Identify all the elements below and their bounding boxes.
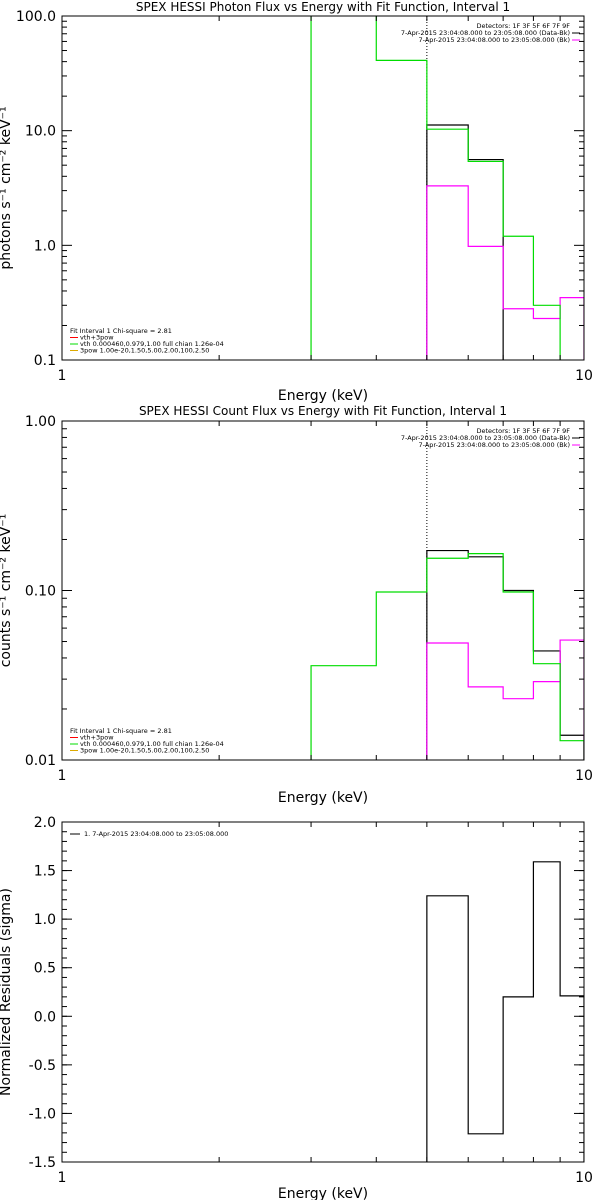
x-axis-label: Energy (keV)	[278, 388, 368, 404]
y-tick-label: 0.1	[34, 353, 56, 369]
y-axis-label: photons s⁻¹ cm⁻² keV⁻¹	[0, 106, 14, 269]
plot-frame	[61, 15, 585, 361]
x-tick-label: 10	[575, 368, 593, 384]
y-tick-label: 1.0	[34, 912, 56, 928]
legend-top-entry: 7-Apr-2015 23:04:08.000 to 23:05:08.000 …	[419, 441, 570, 449]
series-line-3	[310, 553, 584, 760]
y-tick-label: 0.01	[25, 753, 56, 769]
y-tick-label: 10.0	[25, 124, 56, 140]
chart-panel-3: 1 10 -1.5 -1.0 -0.5 0.0 0.5 1.0 1.5 2.0 Energy (ke…	[0, 815, 593, 1200]
legend-top-entry: Detectors: 1F 3F 5F 6F 7F 9F	[476, 22, 570, 30]
legend-bottom-entry: Fit Interval 1 Chi-square = 2.81	[70, 327, 172, 335]
y-tick-label: 0.5	[34, 961, 56, 977]
legend-top-left-entry: 1. 7-Apr-2015 23:04:08.000 to 23:05:08.0…	[84, 830, 228, 838]
y-axis-label: Normalized Residuals (sigma)	[0, 888, 14, 1096]
series-group	[310, 549, 584, 760]
y-tick-label: 1.5	[34, 864, 56, 880]
series-group	[310, 16, 584, 360]
y-tick-label: 1.00	[25, 414, 56, 430]
series-line-1	[426, 549, 584, 760]
legend-bottom-entry: vth+3pow	[80, 734, 114, 742]
legend-top-entry: 7-Apr-2015 23:04:08.000 to 23:05:08.000 …	[419, 36, 570, 44]
y-axis-label: counts s⁻¹ cm⁻² keV⁻¹	[0, 514, 14, 668]
x-axis-label: Energy (keV)	[278, 790, 368, 806]
legend-top-entry: 7-Apr-2015 23:04:08.000 to 23:05:08.000 …	[401, 434, 570, 442]
legend-bottom-entry: Fit Interval 1 Chi-square = 2.81	[70, 727, 172, 735]
y-tick-label: -0.5	[29, 1058, 56, 1074]
series-line-3	[310, 16, 561, 360]
y-tick-label: 2.0	[34, 815, 56, 831]
legend-bottom-entry: 3pow 1.00e-20,1.50,5.00,2.00,100,2.50	[80, 347, 209, 355]
legend-bottom-entry: 3pow 1.00e-20,1.50,5.00,2.00,100,2.50	[80, 747, 209, 755]
y-tick-label: -1.5	[29, 1155, 56, 1171]
legend-bottom-entry: vth 0.000460,0.979,1.00 full chian 1.26e…	[80, 740, 224, 748]
chart-title: SPEX HESSI Count Flux vs Energy with Fit…	[139, 404, 507, 418]
y-tick-label: 100.0	[16, 9, 56, 25]
chart-panel-1: SPEX HESSI Photon Flux vs Energy with Fi…	[0, 0, 593, 404]
series-line-2	[426, 185, 584, 360]
y-tick-label: 0.10	[25, 584, 56, 600]
x-tick-label: 10	[575, 1170, 593, 1186]
x-tick-label: 1	[58, 768, 67, 784]
legend-bottom-entry: vth+3pow	[80, 334, 114, 342]
chart-panel-2: SPEX HESSI Count Flux vs Energy with Fit…	[0, 404, 593, 806]
series-line-2	[426, 639, 584, 760]
x-tick-label: 1	[58, 368, 67, 384]
x-tick-label: 10	[575, 768, 593, 784]
x-tick-label: 1	[58, 1170, 67, 1186]
legend-top-entry: 7-Apr-2015 23:04:08.000 to 23:05:08.000 …	[401, 29, 570, 37]
y-tick-label: 0.0	[34, 1009, 56, 1025]
series-group	[426, 861, 584, 1162]
y-tick-label: -1.0	[29, 1106, 56, 1122]
legend-top-entry: Detectors: 1F 3F 5F 6F 7F 9F	[476, 427, 570, 435]
x-axis-label: Energy (keV)	[278, 1186, 368, 1200]
y-tick-label: 1.0	[34, 238, 56, 254]
series-line-1	[426, 124, 504, 360]
legend-bottom-entry: vth 0.000460,0.979,1.00 full chian 1.26e…	[80, 340, 224, 348]
chart-title: SPEX HESSI Photon Flux vs Energy with Fi…	[136, 0, 510, 14]
plot-frame	[61, 821, 585, 1163]
series-line-1	[426, 861, 584, 1162]
